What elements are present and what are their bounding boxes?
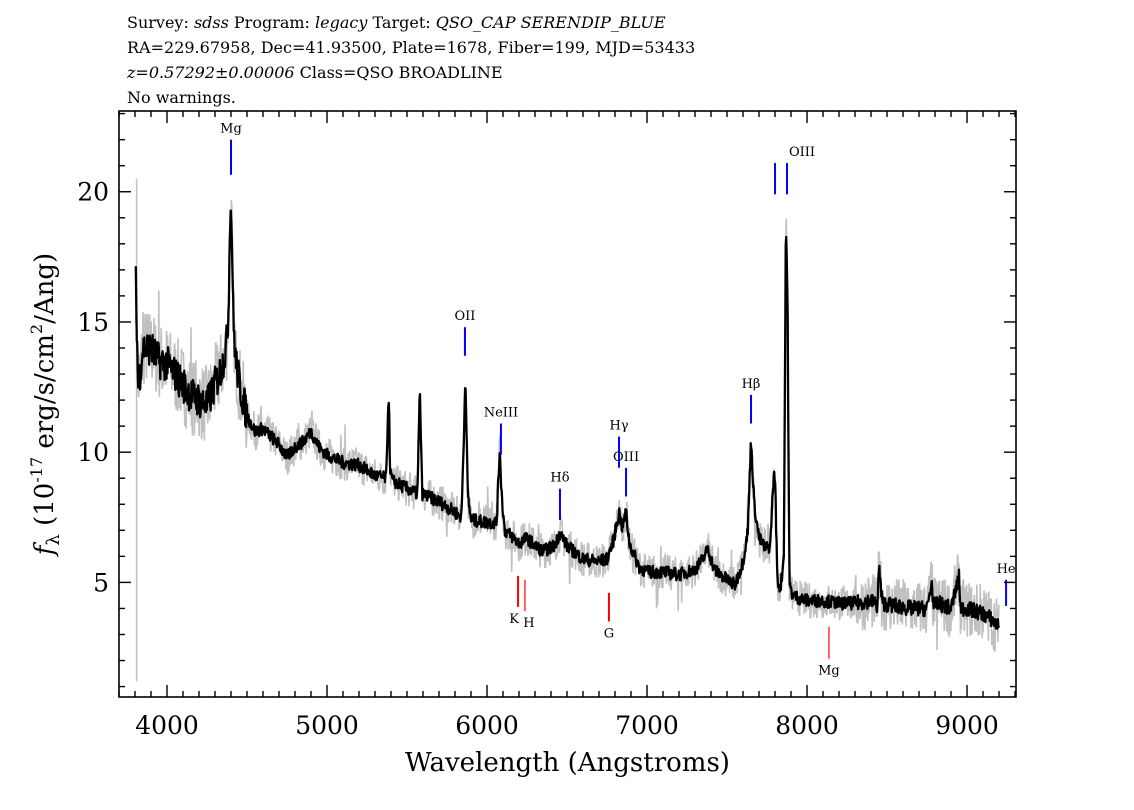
y-label-pre: (10 bbox=[30, 483, 60, 535]
line-label-Mg: Mg bbox=[220, 122, 242, 137]
x-tick-label: 6000 bbox=[455, 711, 519, 740]
x-tick-label: 8000 bbox=[775, 711, 839, 740]
x-tick-label: 5000 bbox=[295, 711, 359, 740]
spectrum-group bbox=[136, 179, 999, 682]
line-label-Mg: Mg bbox=[818, 664, 840, 679]
y-label-mid: erg/s/cm bbox=[30, 334, 60, 457]
line-label-NeIII: NeIII bbox=[484, 406, 518, 421]
y-tick-label: 10 bbox=[77, 438, 109, 467]
line-label-G: G bbox=[604, 626, 614, 641]
line-label-OII: OII bbox=[454, 309, 475, 324]
flux-line bbox=[136, 211, 999, 629]
line-label-OIII: OIII bbox=[789, 145, 815, 160]
x-tick-label: 4000 bbox=[135, 711, 199, 740]
y-tick-label: 20 bbox=[77, 178, 109, 207]
y-tick-label: 5 bbox=[93, 568, 109, 597]
line-label-Hγ: Hγ bbox=[609, 419, 628, 434]
line-label-Hδ: Hδ bbox=[550, 471, 569, 486]
line-label-K: K bbox=[509, 612, 519, 627]
line-label-Hβ: Hβ bbox=[742, 377, 761, 392]
x-axis-label: Wavelength (Angstroms) bbox=[405, 748, 730, 778]
line-label-He: He bbox=[997, 562, 1016, 577]
y-tick-label: 15 bbox=[77, 308, 109, 337]
y-axis-label: fλ (10-17 erg/s/cm2/Ang) bbox=[27, 253, 64, 557]
x-tick-label: 7000 bbox=[615, 711, 679, 740]
y-label-sup2: 2 bbox=[27, 324, 46, 334]
y-label-sub: λ bbox=[43, 534, 64, 545]
line-label-H: H bbox=[523, 616, 534, 631]
y-label-sup: -17 bbox=[27, 457, 46, 483]
y-label-post: /Ang) bbox=[30, 253, 60, 324]
x-tick-label: 9000 bbox=[935, 711, 999, 740]
line-label-OIII: OIII bbox=[613, 450, 639, 465]
